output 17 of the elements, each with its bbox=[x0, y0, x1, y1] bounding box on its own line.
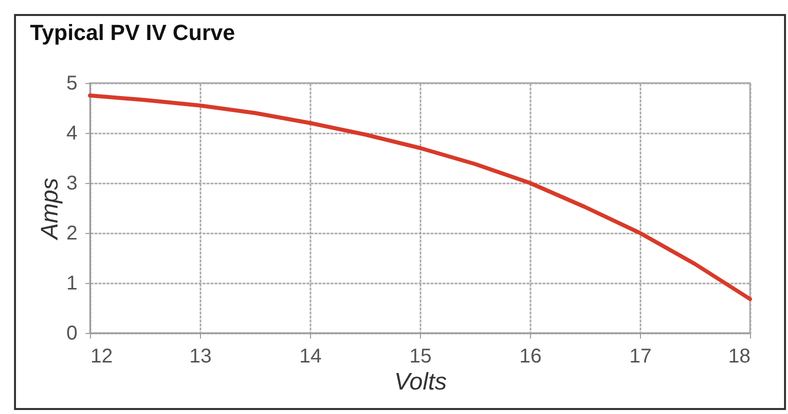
y-tick-label: 2 bbox=[66, 222, 78, 244]
y-tick-label: 0 bbox=[66, 322, 78, 344]
x-tick-label: 16 bbox=[519, 346, 542, 368]
y-axis-title: Amps bbox=[36, 178, 64, 242]
y-tick-label: 3 bbox=[66, 172, 78, 194]
x-tick-label: 18 bbox=[728, 346, 750, 368]
y-tick-label: 1 bbox=[66, 272, 78, 294]
x-tick-label: 15 bbox=[409, 346, 432, 368]
x-axis-title: Volts bbox=[394, 368, 447, 396]
y-tick-label: 5 bbox=[66, 72, 78, 94]
line-series bbox=[88, 94, 752, 301]
x-tick-label: 12 bbox=[90, 346, 113, 368]
x-tick-label: 13 bbox=[189, 346, 212, 368]
x-tick-label: 17 bbox=[629, 346, 652, 368]
chart-title: Typical PV IV Curve bbox=[30, 20, 236, 45]
y-tick-label: 4 bbox=[66, 122, 78, 144]
x-tick-label: 14 bbox=[299, 346, 322, 368]
